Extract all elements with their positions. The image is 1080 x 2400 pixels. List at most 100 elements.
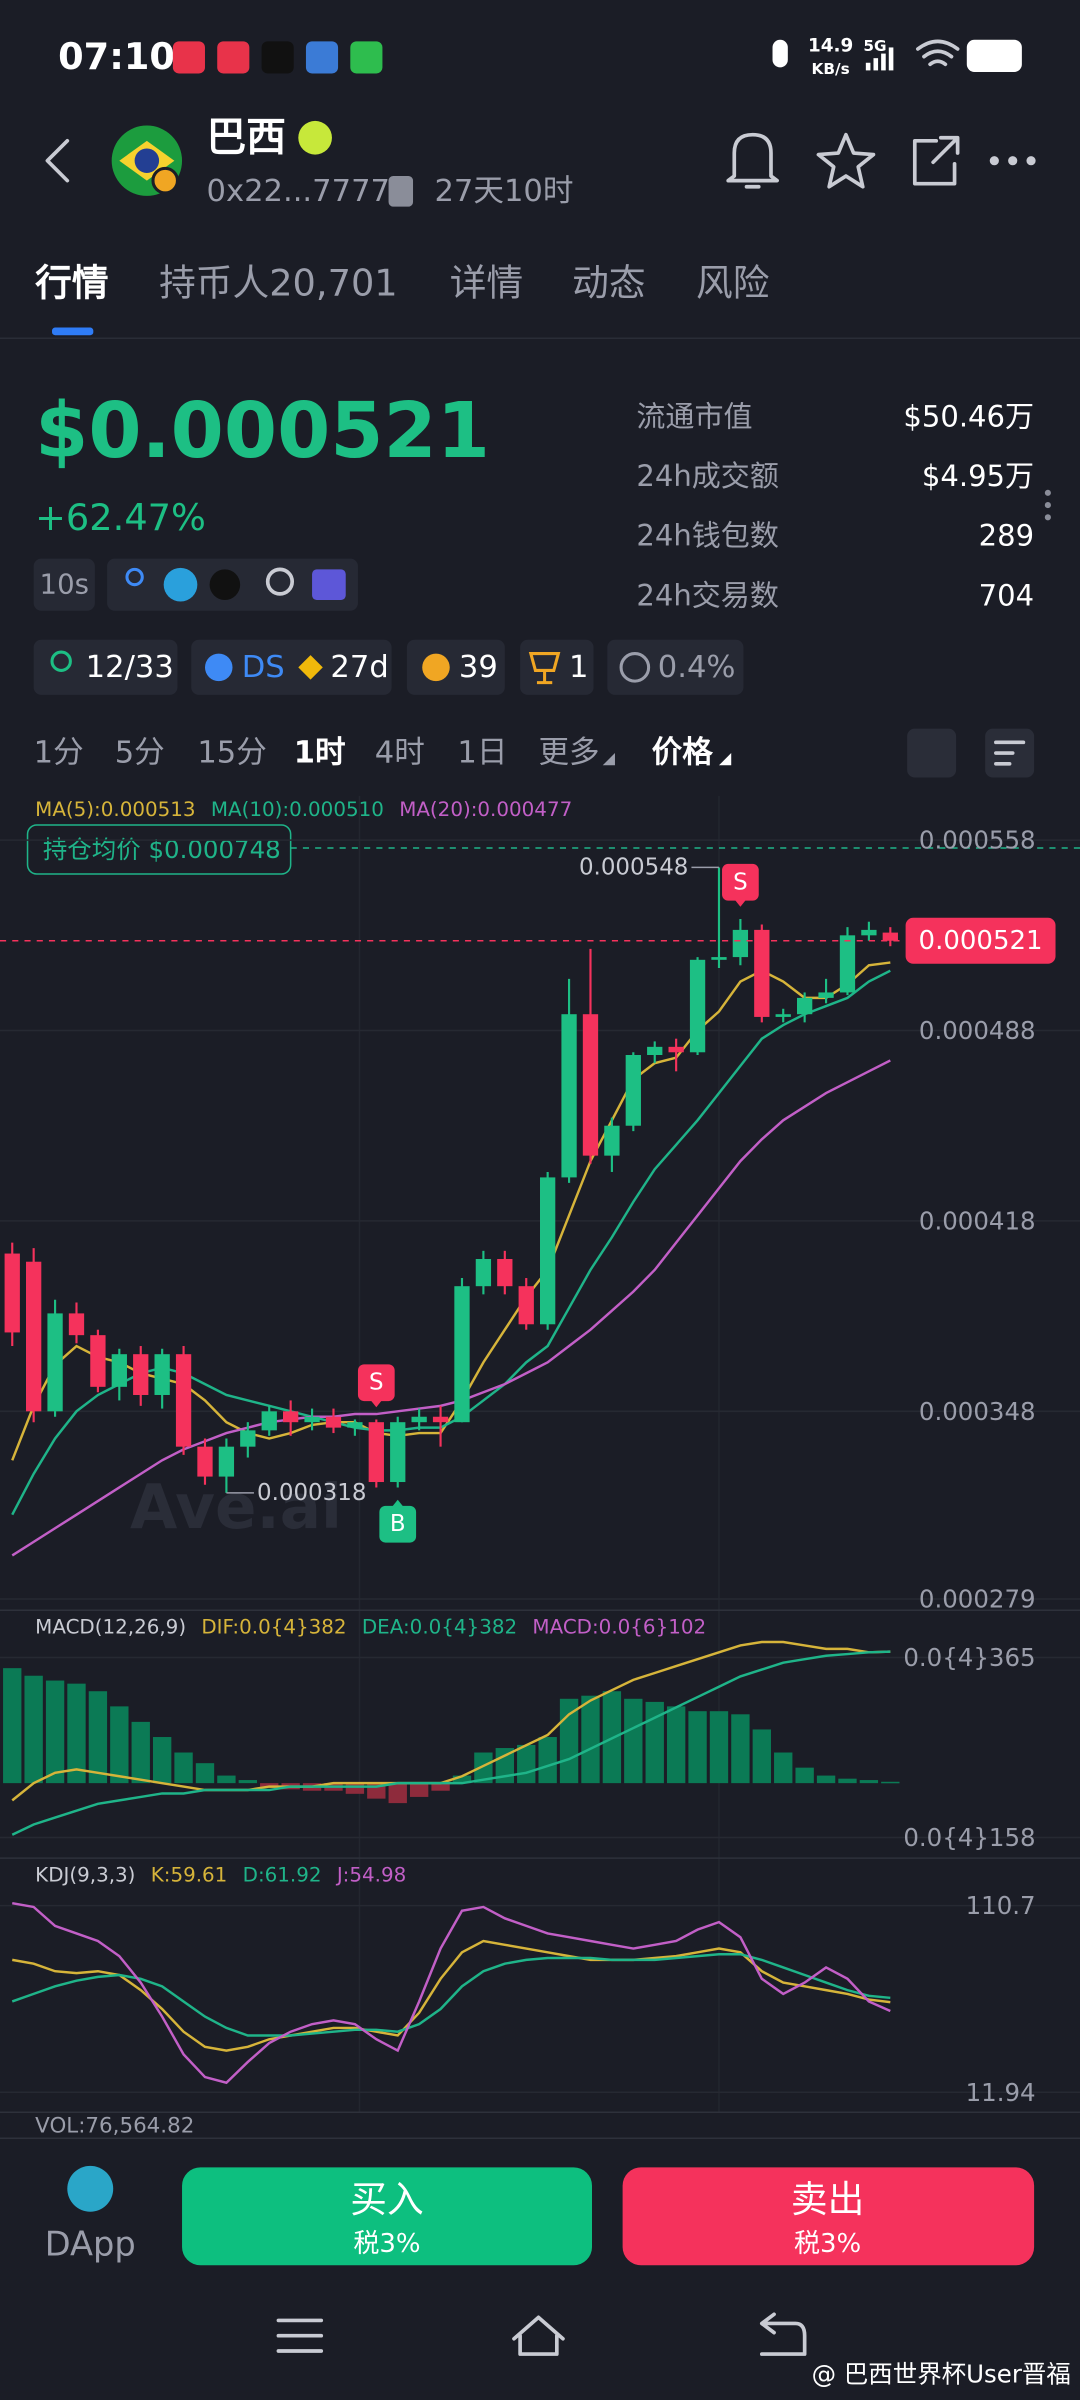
- tab-indicator: [52, 327, 94, 336]
- avg-cost-box: [26, 824, 292, 875]
- series-line: [11, 1650, 891, 1836]
- dropdown-arrow: [602, 753, 615, 766]
- legend-entry: DEA:0.0{4}382: [362, 1616, 517, 1639]
- alert-button[interactable]: [726, 132, 779, 189]
- y-tick-label: 0.000279: [919, 1584, 1036, 1613]
- y-tick-label: 0.000488: [919, 1016, 1036, 1045]
- buy-label[interactable]: 买入: [350, 2178, 423, 2221]
- buy-tax[interactable]: 税3%: [353, 2229, 420, 2259]
- candle-body: [497, 1258, 513, 1287]
- stat-label: 24h交易数: [636, 578, 779, 612]
- legend-entry: MACD:0.0{6}102: [532, 1616, 706, 1639]
- candle-body: [540, 1177, 556, 1325]
- macd-bar: [688, 1711, 707, 1784]
- trade-label: S: [369, 1370, 384, 1396]
- telegram-icon[interactable]: [163, 567, 198, 602]
- sell-tax[interactable]: 税3%: [794, 2229, 861, 2259]
- nav-home[interactable]: [512, 2315, 565, 2356]
- badge: 0.4%: [658, 650, 736, 685]
- indicator-button[interactable]: [907, 728, 957, 778]
- nav-menu[interactable]: [276, 2318, 324, 2353]
- sell-label[interactable]: 卖出: [791, 2178, 864, 2221]
- copy-button[interactable]: [388, 176, 414, 207]
- price-mode[interactable]: 价格: [652, 736, 714, 771]
- stats-more[interactable]: [1044, 489, 1051, 521]
- avg-cost-label: 持仓均价 $0.000748: [43, 835, 281, 864]
- candle-body: [668, 1046, 684, 1053]
- search-icon[interactable]: [265, 567, 295, 596]
- dapp-label[interactable]: DApp: [45, 2224, 136, 2263]
- interval-option[interactable]: 更多: [538, 736, 599, 771]
- macd-bar: [666, 1706, 686, 1784]
- macd-bar: [838, 1778, 857, 1784]
- interval-option[interactable]: 15分: [197, 736, 267, 771]
- legend-entry: K:59.61: [151, 1863, 228, 1886]
- candle-body: [818, 992, 834, 998]
- candle-body: [304, 1416, 320, 1423]
- ai-icon[interactable]: [312, 569, 346, 600]
- series-line: [11, 1953, 891, 2037]
- tab[interactable]: 动态: [572, 262, 645, 305]
- candle-body: [390, 1422, 406, 1483]
- settings-icon: [994, 740, 1026, 766]
- profile-icon[interactable]: [125, 567, 144, 587]
- tab[interactable]: 详情: [450, 262, 523, 305]
- trade-marker-pointer: [734, 899, 747, 907]
- more-button[interactable]: [989, 156, 1036, 166]
- macd-bar: [388, 1783, 407, 1804]
- candle-body: [582, 1014, 599, 1156]
- candle-body: [839, 935, 856, 993]
- volume-label: VOL:76,564.82: [35, 2114, 194, 2139]
- interval-option[interactable]: 5分: [115, 736, 165, 771]
- token-address: 0x22...7777: [207, 174, 390, 209]
- tab[interactable]: 风险: [696, 262, 769, 305]
- candle-body: [561, 1014, 577, 1178]
- nav-back[interactable]: [759, 2312, 807, 2356]
- badge-box: [33, 639, 178, 695]
- qq-icon[interactable]: [209, 569, 241, 600]
- candle-body: [454, 1286, 470, 1423]
- candle-body: [711, 957, 727, 960]
- macd-bar: [45, 1680, 65, 1784]
- favorite-button[interactable]: [816, 132, 876, 189]
- macd-bar: [452, 1775, 472, 1784]
- buy-button[interactable]: [182, 2167, 593, 2266]
- tab[interactable]: 持币人20,701: [159, 262, 398, 305]
- candle-body: [218, 1446, 235, 1477]
- price-change: +62.47%: [35, 496, 206, 539]
- legend-entry: MA(5):0.000513: [35, 798, 195, 821]
- notification-icons: [172, 41, 383, 74]
- candle-body: [68, 1313, 85, 1336]
- last-price-tag: [905, 917, 1056, 964]
- candle-body: [26, 1261, 42, 1412]
- sell-button[interactable]: [622, 2167, 1035, 2266]
- refresh-interval[interactable]: 10s: [40, 569, 89, 601]
- interval-option[interactable]: 4时: [375, 736, 425, 771]
- candle-body: [689, 959, 706, 1053]
- tag-box: [33, 558, 95, 611]
- legend-entry: MA(10):0.000510: [211, 798, 384, 821]
- chart: 0.000279 0.000348 0.000418 0.000488 0.000558…: [0, 798, 1080, 2107]
- share-button[interactable]: [912, 135, 960, 186]
- mic-icon: [772, 39, 788, 68]
- signal-icon: [865, 47, 894, 71]
- trade-marker-pointer: [391, 1499, 404, 1508]
- candle-body: [4, 1253, 20, 1333]
- trade-label: B: [390, 1511, 406, 1537]
- interval-option[interactable]: 1时: [294, 736, 346, 771]
- macd-bar: [645, 1701, 664, 1784]
- macd-bar: [88, 1691, 108, 1784]
- dapp-icon[interactable]: [67, 2165, 114, 2212]
- interval-option[interactable]: 1日: [457, 736, 507, 771]
- high-label: 0.000548: [579, 854, 688, 880]
- legend-entry: MACD(12,26,9): [35, 1616, 186, 1639]
- macd-bar: [624, 1698, 643, 1784]
- candle-body: [732, 929, 749, 958]
- tab[interactable]: 行情: [35, 262, 108, 305]
- candle-body: [111, 1354, 127, 1387]
- macd-bar: [110, 1706, 129, 1784]
- interval-option[interactable]: 1分: [34, 736, 84, 771]
- back-button[interactable]: [45, 138, 70, 183]
- watermark: Ave.ai: [130, 1472, 342, 1543]
